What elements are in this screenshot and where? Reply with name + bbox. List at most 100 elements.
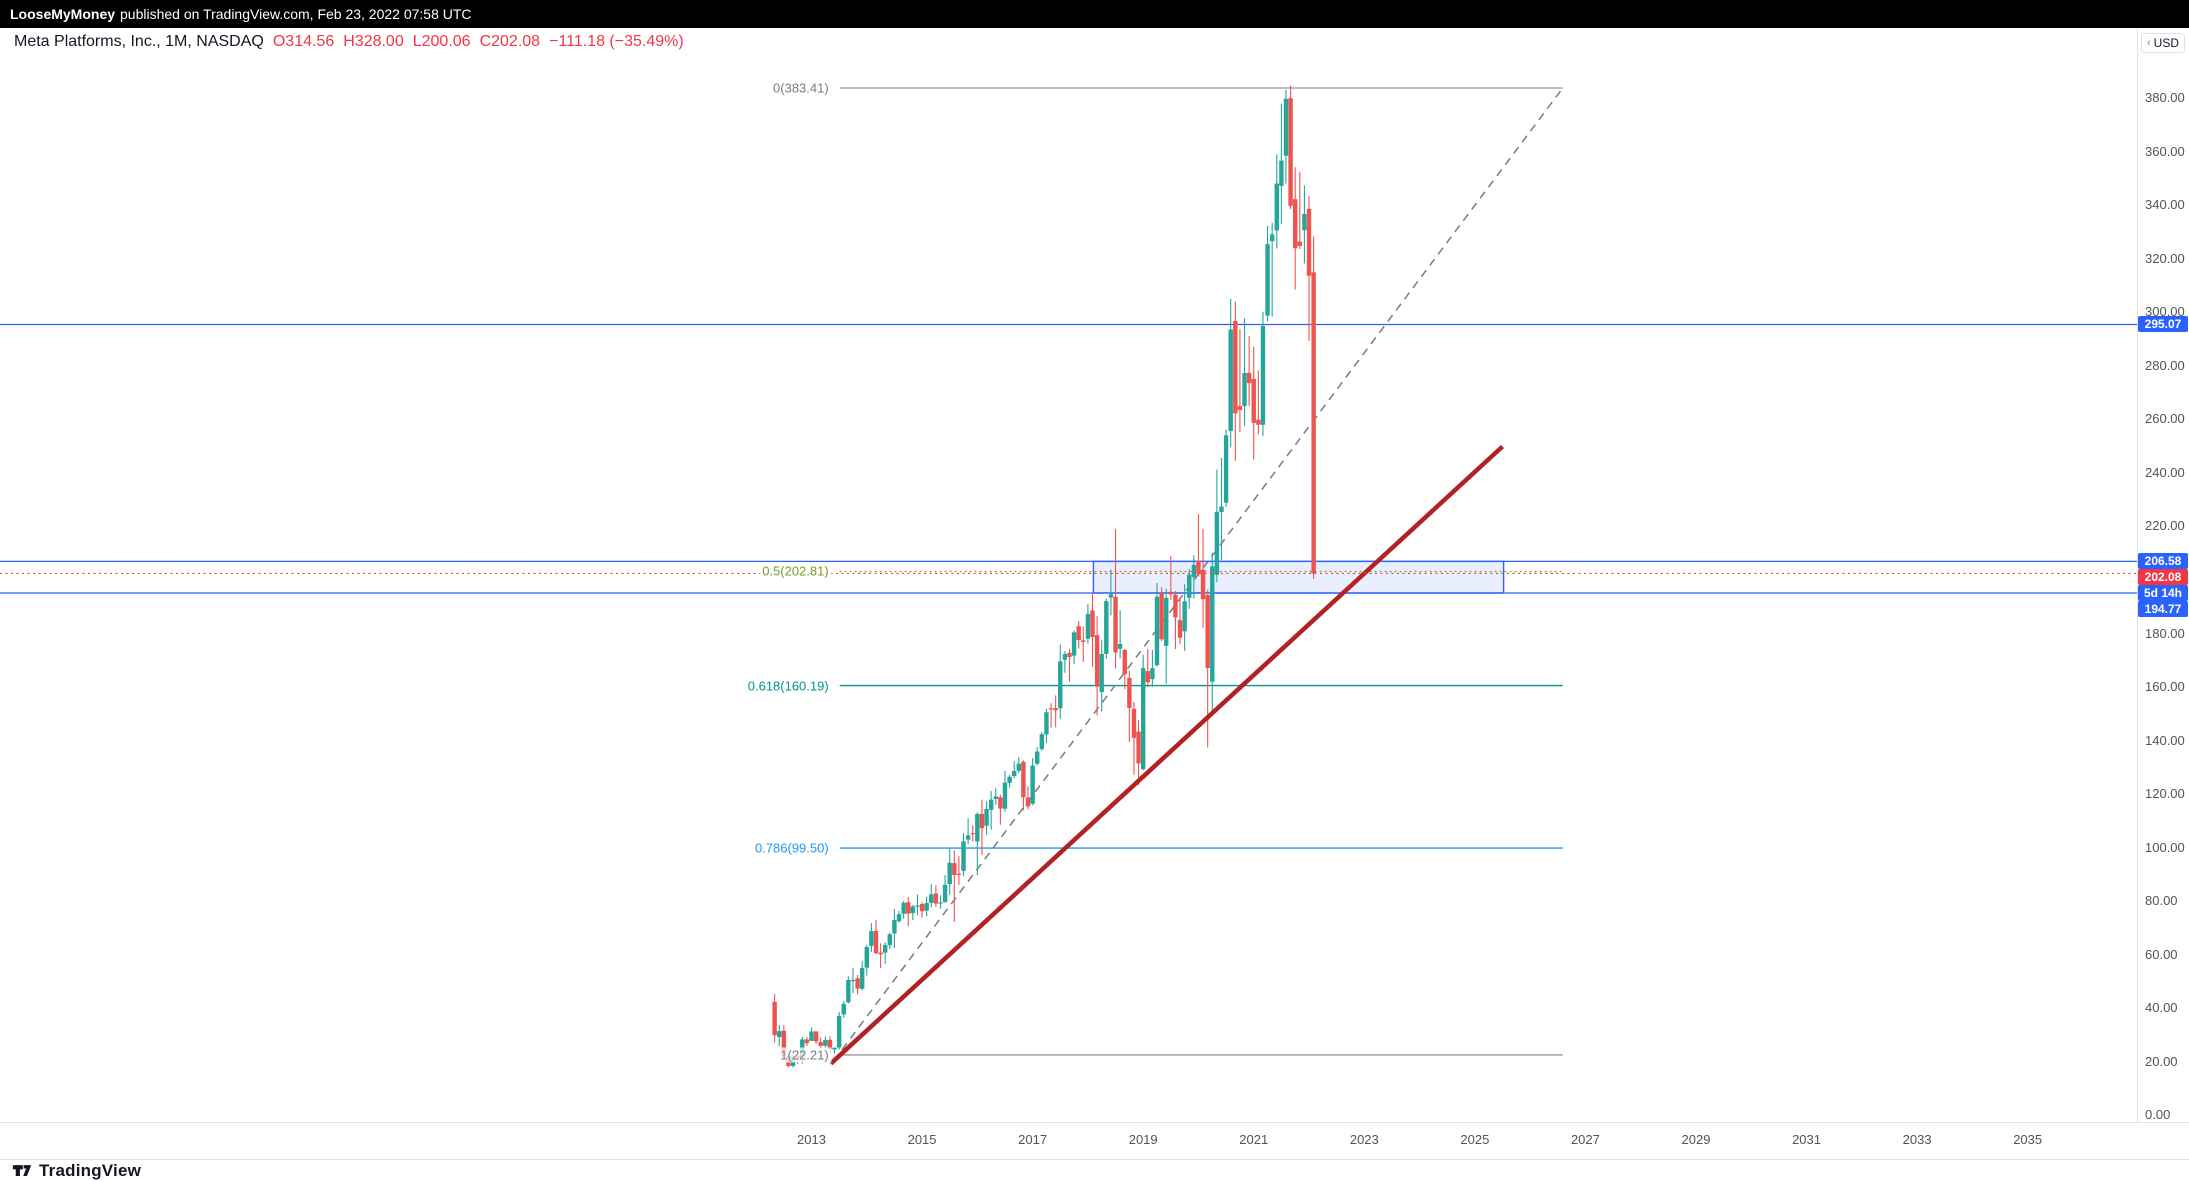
year-tick: 2015 xyxy=(907,1132,937,1147)
candle-body xyxy=(1067,652,1072,657)
year-tick: 2019 xyxy=(1128,1132,1158,1147)
candle-body xyxy=(942,884,948,903)
currency-toggle[interactable]: ‹ USD xyxy=(2141,33,2186,53)
symbol-header[interactable]: Meta Platforms, Inc., 1M, NASDAQ O314.56… xyxy=(14,33,684,51)
candle-body xyxy=(998,797,1003,809)
candle-body xyxy=(1053,708,1058,711)
attribution-bar: LooseMyMoney published on TradingView.co… xyxy=(0,0,2189,28)
year-tick: 2017 xyxy=(1018,1132,1048,1147)
price-tick: 160.00 xyxy=(2145,679,2185,695)
candle-body xyxy=(836,1015,842,1048)
ohlc-open: O314.56 xyxy=(272,33,335,50)
candle-body xyxy=(869,931,874,946)
candle-body xyxy=(1219,506,1224,513)
candle-body xyxy=(1196,560,1201,574)
candle-body xyxy=(1173,594,1178,618)
time-axis[interactable] xyxy=(0,1122,2189,1159)
price-tick: 320.00 xyxy=(2145,250,2185,266)
price-tick: 380.00 xyxy=(2145,90,2185,106)
candle-body xyxy=(809,1031,814,1041)
candle-body xyxy=(1233,320,1238,414)
candle-body xyxy=(956,873,962,875)
fib-level-label: 0.786(99.50) xyxy=(751,840,832,856)
fib-level-label: 0.5(202.81) xyxy=(759,563,832,579)
candle-body xyxy=(979,813,985,829)
candle-body xyxy=(1094,635,1100,687)
candle-body xyxy=(1279,160,1284,186)
price-tick: 240.00 xyxy=(2145,464,2185,480)
year-tick: 2029 xyxy=(1681,1132,1711,1147)
tradingview-logo-icon xyxy=(12,1164,32,1176)
price-chip: 202.08 xyxy=(2138,569,2188,586)
price-tick: 100.00 xyxy=(2145,839,2185,855)
candle-body xyxy=(832,1047,837,1050)
candle-body xyxy=(1030,765,1035,804)
candle-body xyxy=(1228,329,1233,431)
candle-body xyxy=(1293,199,1298,249)
price-tick: 260.00 xyxy=(2145,411,2185,427)
candle-body xyxy=(1099,653,1104,692)
footer-bar: TradingView xyxy=(0,1159,2189,1181)
candle-body xyxy=(1187,574,1192,598)
candle-body xyxy=(1108,594,1114,598)
candle-body xyxy=(965,835,971,840)
candle-body xyxy=(1214,511,1220,575)
candle-body xyxy=(1191,564,1197,577)
candle-body xyxy=(846,979,851,1003)
tradingview-logo[interactable]: TradingView xyxy=(12,1161,141,1181)
price-tick: 300.00 xyxy=(2145,304,2185,320)
candle-body xyxy=(975,814,980,842)
candle-body xyxy=(1164,597,1169,646)
candle-body xyxy=(1150,668,1155,680)
price-tick: 180.00 xyxy=(2145,625,2185,641)
candle-body xyxy=(841,1003,846,1015)
candle-body xyxy=(1242,372,1247,407)
candle-body xyxy=(1076,626,1081,641)
year-tick: 2033 xyxy=(1902,1132,1932,1147)
candle-body xyxy=(896,914,902,922)
price-tick: 360.00 xyxy=(2145,143,2185,159)
candle-body xyxy=(1200,569,1206,600)
candle-body xyxy=(924,902,929,911)
candle-body xyxy=(1177,620,1183,638)
candle-body xyxy=(1122,649,1127,675)
candle-body xyxy=(777,1031,782,1038)
candle-body xyxy=(947,862,952,885)
candle-body xyxy=(1210,566,1215,682)
candle-body xyxy=(878,952,883,955)
candle-body xyxy=(988,799,994,810)
candle-body xyxy=(984,808,989,826)
price-tick: 40.00 xyxy=(2145,1000,2178,1016)
year-tick: 2035 xyxy=(2013,1132,2043,1147)
projection-box[interactable] xyxy=(1092,560,1505,594)
candle-body xyxy=(1104,601,1109,654)
candle-body xyxy=(938,902,943,904)
candle-body xyxy=(883,944,888,953)
ohlc-high: H328.00 xyxy=(343,33,404,50)
candle-body xyxy=(859,968,865,989)
candle-body xyxy=(1168,591,1174,595)
candle-body xyxy=(1274,183,1279,231)
candle-body xyxy=(1288,98,1293,206)
candle-body xyxy=(1140,668,1146,770)
ohlc-close: C202.08 xyxy=(479,33,541,50)
symbol-title[interactable]: Meta Platforms, Inc., 1M, NASDAQ xyxy=(14,33,264,50)
trend-line-red[interactable] xyxy=(829,444,1505,1066)
candle-body xyxy=(804,1039,810,1044)
candle-body xyxy=(1237,406,1243,411)
candle-body xyxy=(823,1040,828,1046)
candle-body xyxy=(1260,325,1266,425)
candle-body xyxy=(1131,708,1137,738)
candle-body xyxy=(813,1031,819,1042)
candle-body xyxy=(919,904,925,912)
candle-body xyxy=(1025,797,1031,807)
price-tick: 0.00 xyxy=(2145,1107,2171,1123)
candle-body xyxy=(1306,208,1312,276)
year-tick: 2027 xyxy=(1570,1132,1600,1147)
candle-body xyxy=(1090,610,1095,638)
candle-body xyxy=(1182,601,1187,632)
price-tick: 280.00 xyxy=(2145,357,2185,373)
attribution-text: published on TradingView.com, Feb 23, 20… xyxy=(120,6,472,22)
candle-body xyxy=(1081,640,1086,643)
